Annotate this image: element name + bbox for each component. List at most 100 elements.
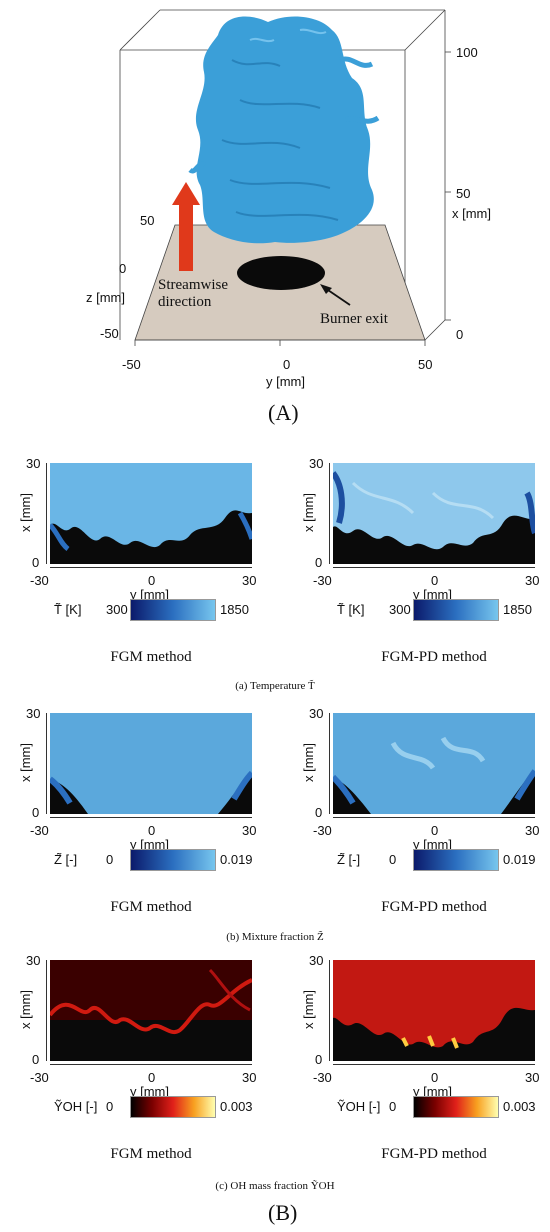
x-axis-label: x [mm] <box>452 206 491 221</box>
x-tick-0: 0 <box>315 805 323 820</box>
x-axis-line <box>46 463 47 564</box>
row-caption: (b) Mixture fraction Z̃ <box>226 931 324 943</box>
x-axis-line <box>46 713 47 814</box>
colorbar-max: 1850 <box>220 602 249 617</box>
x-tick-30: 30 <box>309 456 324 471</box>
y-axis-line <box>333 1064 535 1065</box>
bounding-box <box>119 9 446 340</box>
colorbar-symbol: T̃ [K] <box>337 602 365 617</box>
y-tick-30: 30 <box>525 1070 540 1085</box>
y-tick-0: 0 <box>283 357 291 372</box>
y-axis-label: y [mm] <box>413 1084 452 1099</box>
method-label: FGM-PD method <box>381 899 487 915</box>
y-axis-label: y [mm] <box>413 837 452 852</box>
colorbar-gradient <box>413 849 499 871</box>
colorbar-symbol: Z̃ [-] <box>337 852 361 867</box>
colorbar-min: 0 <box>106 1099 114 1114</box>
y-axis-line <box>50 817 252 818</box>
method-label: FGM method <box>110 1146 192 1162</box>
flame-isosurface <box>188 16 380 244</box>
x-axis-label: x [mm] <box>18 743 33 782</box>
figure-a-label: (A) <box>268 400 299 425</box>
z-tick-minus-50: -50 <box>100 326 119 341</box>
y-tick-30: 30 <box>242 573 257 588</box>
y-tick-30: 30 <box>242 1070 257 1085</box>
y-tick-0: 0 <box>148 573 156 588</box>
y-axis-label: y [mm] <box>130 587 169 602</box>
colorbar-max: 0.003 <box>220 1099 253 1114</box>
y-tick-50: 50 <box>418 357 433 372</box>
y-tick-30: 30 <box>525 823 540 838</box>
colorbar-symbol: T̃ [K] <box>54 602 82 617</box>
y-tick-minus-30: -30 <box>30 1070 49 1085</box>
figure-a-3d-plot <box>119 9 451 346</box>
x-tick-30: 30 <box>309 953 324 968</box>
y-axis-line <box>333 817 535 818</box>
y-tick-0: 0 <box>431 573 439 588</box>
method-label: FGM-PD method <box>381 649 487 665</box>
y-axis-label: y [mm] <box>130 837 169 852</box>
colorbar-max: 0.019 <box>503 852 536 867</box>
x-tick-30: 30 <box>26 456 41 471</box>
x-axis-line <box>329 960 330 1061</box>
figure-b-label: (B) <box>268 1200 298 1225</box>
colorbar-gradient <box>130 1096 216 1118</box>
x-tick-100: 100 <box>456 45 478 60</box>
temperature-fgm-field <box>50 463 252 564</box>
colorbar-gradient <box>413 599 499 621</box>
x-tick-50: 50 <box>456 186 471 201</box>
x-tick-0: 0 <box>32 1052 40 1067</box>
y-axis-line <box>50 1064 252 1065</box>
x-axis-label: x [mm] <box>18 493 33 532</box>
x-tick-30: 30 <box>26 953 41 968</box>
y-axis-label: y [mm] <box>413 587 452 602</box>
x-axis-line <box>329 463 330 564</box>
z-tick-0: 0 <box>119 261 127 276</box>
oh-fgm-field <box>50 960 252 1061</box>
y-axis-line <box>50 567 252 568</box>
burner-pointer-arrow-icon <box>320 284 351 306</box>
colorbar-max: 0.003 <box>503 1099 536 1114</box>
y-tick-30: 30 <box>525 573 540 588</box>
colorbar-max: 1850 <box>503 602 532 617</box>
row-caption: (a) Temperature T̃ <box>235 680 315 692</box>
colorbar-gradient <box>130 599 216 621</box>
oh-fgm-pd-field <box>333 960 535 1061</box>
method-label: FGM method <box>110 649 192 665</box>
colorbar-min: 0 <box>389 852 397 867</box>
mixture-fgm-pd-field <box>333 713 535 814</box>
x-axis-label: x [mm] <box>301 990 316 1029</box>
y-axis-line <box>333 567 535 568</box>
x-axis-label: x [mm] <box>301 743 316 782</box>
burner-exit-ellipse <box>237 256 325 290</box>
y-tick-0: 0 <box>148 823 156 838</box>
x-tick-30: 30 <box>26 706 41 721</box>
colorbar-min: 0 <box>389 1099 397 1114</box>
y-tick-30: 30 <box>242 823 257 838</box>
y-axis-label: y [mm] <box>130 1084 169 1099</box>
y-tick-minus-30: -30 <box>313 823 332 838</box>
method-label: FGM method <box>110 899 192 915</box>
method-label: FGM-PD method <box>381 1146 487 1162</box>
colorbar-min: 0 <box>106 852 114 867</box>
x-axis-line <box>46 960 47 1061</box>
x-axis-line <box>329 713 330 814</box>
temperature-fgm-pd-field <box>333 463 535 564</box>
y-tick-minus-30: -30 <box>313 1070 332 1085</box>
colorbar-symbol: Z̃ [-] <box>54 852 78 867</box>
y-tick-0: 0 <box>148 1070 156 1085</box>
streamwise-arrow-icon <box>172 182 200 271</box>
mixture-fgm-field <box>50 713 252 814</box>
x-axis-label: x [mm] <box>301 493 316 532</box>
colorbar-min: 300 <box>106 602 128 617</box>
y-tick-minus-30: -30 <box>30 823 49 838</box>
colorbar-symbol: ỸOH [-] <box>337 1099 381 1114</box>
row-caption: (c) OH mass fraction ỸOH <box>215 1180 335 1192</box>
x-tick-30: 30 <box>309 706 324 721</box>
y-tick-0: 0 <box>431 823 439 838</box>
colorbar-gradient <box>130 849 216 871</box>
x-tick-0: 0 <box>32 555 40 570</box>
streamwise-label: Streamwise direction <box>158 277 228 310</box>
colorbar-max: 0.019 <box>220 852 253 867</box>
colorbar-min: 300 <box>389 602 411 617</box>
